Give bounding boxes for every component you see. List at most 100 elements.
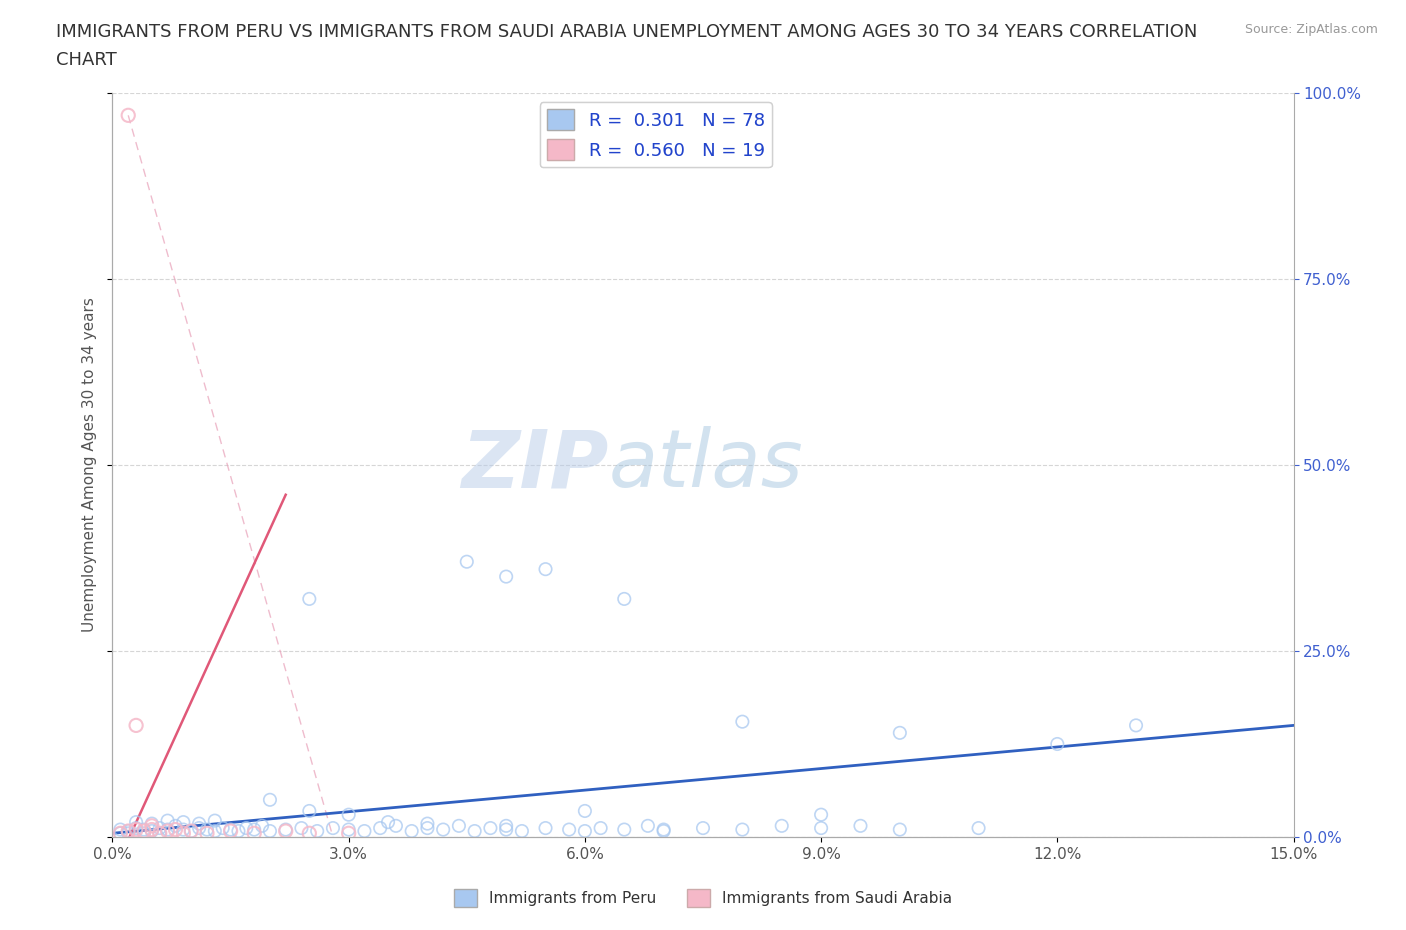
Point <box>416 817 439 831</box>
Point <box>117 108 139 123</box>
Point <box>259 824 281 839</box>
Point <box>889 822 911 837</box>
Point <box>117 824 139 839</box>
Point <box>156 824 179 839</box>
Point <box>180 824 202 839</box>
Point <box>731 822 754 837</box>
Point <box>141 817 163 831</box>
Point <box>165 822 187 837</box>
Point <box>416 820 439 835</box>
Point <box>307 824 329 839</box>
Point <box>156 822 179 837</box>
Point <box>125 718 148 733</box>
Point <box>149 820 172 835</box>
Point <box>259 792 281 807</box>
Point <box>141 822 163 837</box>
Text: Source: ZipAtlas.com: Source: ZipAtlas.com <box>1244 23 1378 36</box>
Point <box>558 822 581 837</box>
Point <box>589 820 612 835</box>
Legend: R =  0.301   N = 78, R =  0.560   N = 19: R = 0.301 N = 78, R = 0.560 N = 19 <box>540 102 772 167</box>
Point <box>188 817 211 831</box>
Point <box>652 822 675 837</box>
Point <box>141 824 163 839</box>
Point <box>456 554 478 569</box>
Text: ZIP: ZIP <box>461 426 609 504</box>
Point <box>495 822 517 837</box>
Point <box>731 714 754 729</box>
Point <box>188 820 211 835</box>
Point <box>149 826 172 841</box>
Point <box>156 813 179 828</box>
Text: atlas: atlas <box>609 426 803 504</box>
Point <box>613 822 636 837</box>
Point <box>377 815 399 830</box>
Point <box>117 826 139 841</box>
Point <box>337 822 360 837</box>
Point <box>274 824 297 839</box>
Point <box>172 815 194 830</box>
Point <box>204 813 226 828</box>
Point <box>810 820 832 835</box>
Point <box>534 562 557 577</box>
Point <box>141 818 163 833</box>
Point <box>132 826 155 841</box>
Point <box>125 822 148 837</box>
Text: CHART: CHART <box>56 51 117 69</box>
Point <box>149 826 172 841</box>
Point <box>770 818 793 833</box>
Point <box>235 820 257 835</box>
Point <box>132 822 155 837</box>
Point <box>165 818 187 833</box>
Point <box>353 824 375 839</box>
Point <box>204 824 226 839</box>
Point <box>368 820 391 835</box>
Point <box>889 725 911 740</box>
Point <box>574 804 596 818</box>
Point <box>810 807 832 822</box>
Point <box>692 820 714 835</box>
Point <box>228 824 250 839</box>
Point <box>510 824 533 839</box>
Point <box>243 822 266 837</box>
Point <box>432 822 454 837</box>
Point <box>180 824 202 839</box>
Point <box>495 569 517 584</box>
Point <box>534 820 557 835</box>
Y-axis label: Unemployment Among Ages 30 to 34 years: Unemployment Among Ages 30 to 34 years <box>82 298 97 632</box>
Point <box>195 822 218 837</box>
Point <box>110 822 132 837</box>
Point <box>337 826 360 841</box>
Legend: Immigrants from Peru, Immigrants from Saudi Arabia: Immigrants from Peru, Immigrants from Sa… <box>447 884 959 913</box>
Point <box>125 815 148 830</box>
Point <box>574 824 596 839</box>
Point <box>652 824 675 839</box>
Point <box>1046 737 1069 751</box>
Point <box>322 820 344 835</box>
Point <box>250 818 273 833</box>
Point <box>298 804 321 818</box>
Point <box>110 826 132 841</box>
Point <box>385 818 408 833</box>
Point <box>637 818 659 833</box>
Point <box>243 826 266 841</box>
Point <box>495 818 517 833</box>
Point <box>211 820 233 835</box>
Point <box>613 591 636 606</box>
Point <box>298 826 321 841</box>
Point <box>401 824 423 839</box>
Point <box>132 824 155 839</box>
Point <box>172 826 194 841</box>
Point <box>110 826 132 841</box>
Point <box>290 820 312 835</box>
Point <box>479 820 502 835</box>
Point <box>447 818 470 833</box>
Point <box>849 818 872 833</box>
Point <box>274 822 297 837</box>
Point <box>298 591 321 606</box>
Point <box>967 820 990 835</box>
Point <box>219 822 242 837</box>
Point <box>464 824 486 839</box>
Point <box>117 824 139 839</box>
Text: IMMIGRANTS FROM PERU VS IMMIGRANTS FROM SAUDI ARABIA UNEMPLOYMENT AMONG AGES 30 : IMMIGRANTS FROM PERU VS IMMIGRANTS FROM … <box>56 23 1198 41</box>
Point <box>219 824 242 839</box>
